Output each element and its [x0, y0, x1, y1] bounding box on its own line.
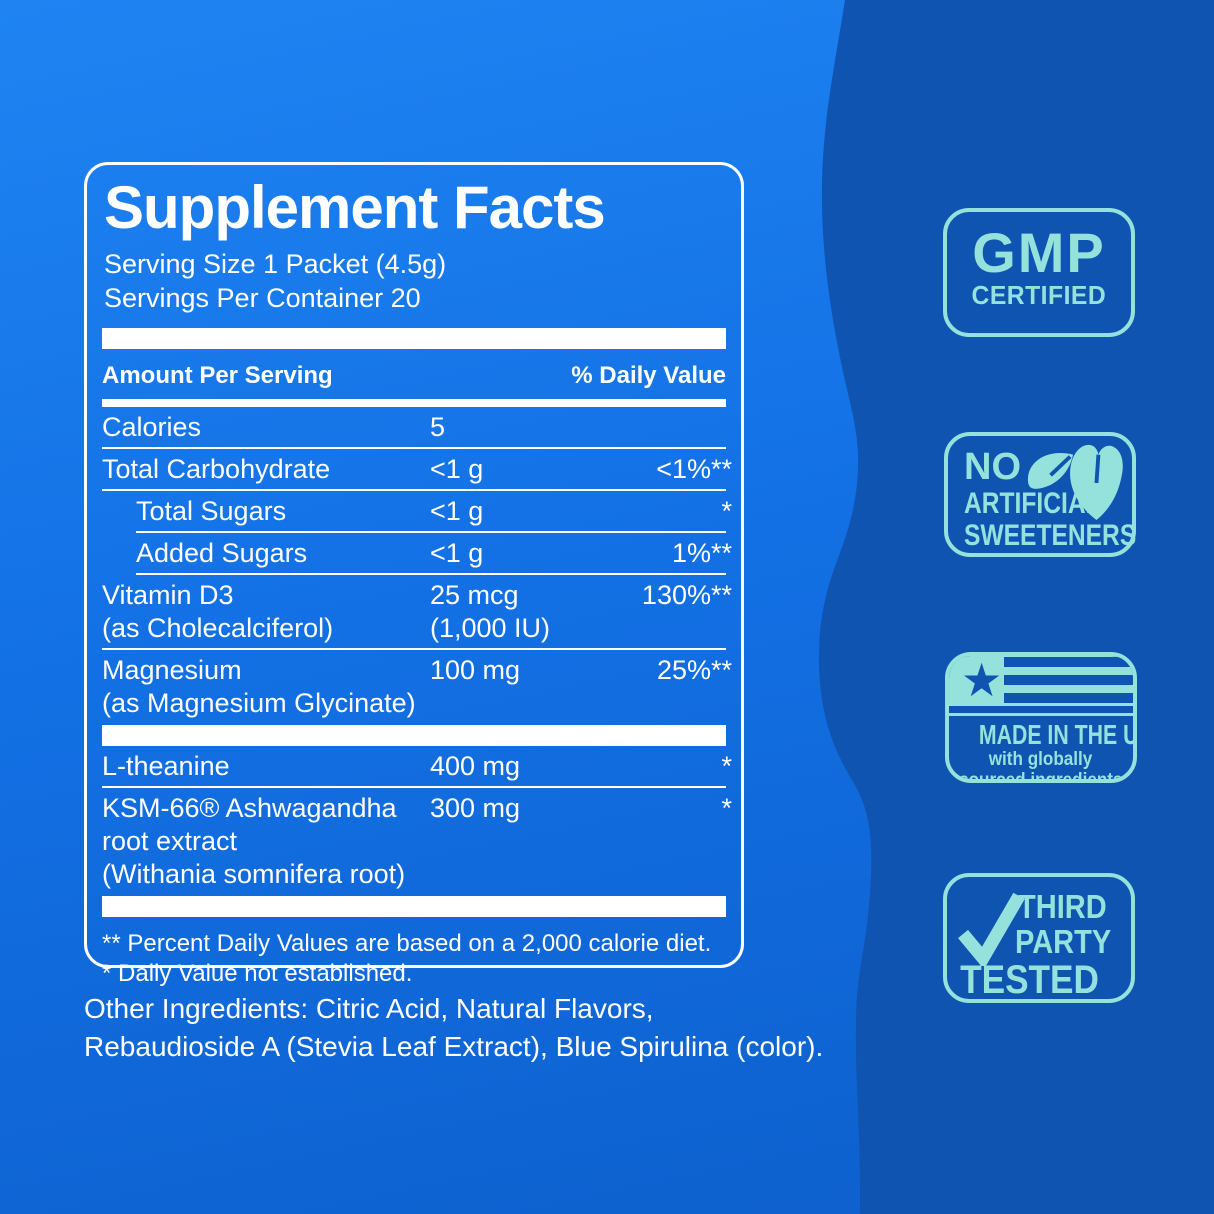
nutrient-amount: 5: [430, 412, 446, 442]
divider-thick: [102, 328, 726, 349]
nutrient-dv: *: [721, 793, 732, 823]
other-ingredients: Other Ingredients: Citric Acid, Natural …: [84, 990, 824, 1066]
nutrient-amount: 300 mg: [430, 793, 521, 823]
panel-title: Supplement Facts: [104, 174, 606, 241]
nutrient-amount: <1 g: [430, 496, 484, 526]
usa-badge-subline2: sourced ingredients: [959, 770, 1123, 783]
divider-thick: [102, 725, 726, 746]
nas-line-artificial: ARTIFICIAL: [964, 487, 1101, 520]
nutrient-dv: 130%**: [641, 580, 732, 610]
other-ingredients-line1: Other Ingredients: Citric Acid, Natural …: [84, 993, 654, 1024]
nutrient-dv: <1%**: [656, 454, 732, 484]
tpt-line-party: PARTY: [1015, 923, 1112, 960]
divider-thick: [102, 896, 726, 917]
nutrient-name: Magnesium (as Magnesium Glycinate): [102, 655, 416, 718]
flag-stripe: [1004, 657, 1133, 667]
no-artificial-sweeteners-badge: NO ARTIFICIAL SWEETENERS: [944, 432, 1136, 557]
nutrient-name: Calories: [102, 412, 202, 442]
usa-badge-title: MADE IN THE USA: [978, 719, 1137, 750]
nutrient-name: Total Sugars: [136, 496, 287, 526]
nutrient-dv: 1%**: [671, 538, 732, 568]
table-header: Amount Per Serving % Daily Value: [102, 349, 726, 399]
tpt-line-tested: TESTED: [960, 958, 1099, 1002]
nutrient-amount: <1 g: [430, 538, 484, 568]
nutrient-dv: *: [721, 751, 732, 781]
nas-line-no: NO: [964, 446, 1021, 488]
supplement-facts-panel: Supplement Facts Serving Size 1 Packet (…: [84, 162, 744, 987]
gmp-badge-subtitle: CERTIFIED: [971, 280, 1107, 310]
nutrient-amount: 100 mg: [430, 655, 521, 685]
flag-separator: [949, 713, 1133, 716]
nutrient-amount: 25 mcg (1,000 IU): [430, 580, 551, 643]
other-ingredients-line2: Rebaudioside A (Stevia Leaf Extract), Bl…: [84, 1031, 824, 1062]
table-row: Total Carbohydrate <1 g <1%**: [102, 449, 732, 491]
servings-per-container: Servings Per Container 20: [104, 283, 421, 313]
table-row: Vitamin D3 (as Cholecalciferol) 25 mcg (…: [102, 575, 732, 650]
nutrient-name: L-theanine: [102, 751, 230, 781]
table-row: Added Sugars <1 g 1%**: [102, 533, 732, 575]
gmp-badge-title: GMP: [972, 221, 1106, 284]
table-row: Total Sugars <1 g *: [102, 491, 732, 533]
nutrient-amount: <1 g: [430, 454, 484, 484]
made-in-usa-badge: ★ MADE IN THE USA with globally sourced …: [945, 652, 1137, 783]
nutrient-name: Added Sugars: [136, 538, 308, 568]
third-party-tested-badge: THIRD PARTY TESTED: [943, 873, 1135, 1003]
footnote-daily-values: ** Percent Daily Values are based on a 2…: [102, 930, 712, 957]
table-row: L-theanine 400 mg *: [102, 746, 732, 788]
leaves-icon: [1027, 444, 1123, 521]
checkmark-icon: [958, 892, 1025, 966]
nas-line-sweeteners: SWEETENERS: [964, 519, 1137, 552]
nutrient-name: Vitamin D3 (as Cholecalciferol): [102, 580, 334, 643]
tpt-line-third: THIRD: [1018, 888, 1107, 925]
usa-badge-subline1: with globally: [989, 749, 1093, 770]
table-row: Calories 5: [102, 407, 726, 449]
nutrient-name: Total Carbohydrate: [102, 454, 331, 484]
serving-size: Serving Size 1 Packet (4.5g): [104, 249, 447, 279]
column-daily-value: % Daily Value: [571, 362, 726, 389]
usa-flag-icon: ★: [949, 656, 1133, 706]
nutrient-dv: 25%**: [656, 655, 732, 685]
star-icon: ★: [961, 656, 1003, 706]
footnote-dv-not-established: * Daily Value not established.: [102, 960, 413, 987]
nutrient-amount: 400 mg: [430, 751, 521, 781]
table-row: Magnesium (as Magnesium Glycinate) 100 m…: [102, 650, 732, 725]
column-amount-per-serving: Amount Per Serving: [102, 362, 333, 389]
nutrient-dv: *: [721, 496, 732, 526]
gmp-certified-badge: GMP CERTIFIED: [943, 208, 1135, 337]
flag-stripe: [1004, 693, 1133, 703]
flag-stripe: [1004, 675, 1133, 685]
footnotes: ** Percent Daily Values are based on a 2…: [102, 929, 726, 989]
divider-medium: [102, 399, 726, 407]
nutrient-name: KSM-66® Ashwagandha root extract (Withan…: [102, 793, 406, 889]
table-row: KSM-66® Ashwagandha root extract (Withan…: [102, 788, 732, 896]
